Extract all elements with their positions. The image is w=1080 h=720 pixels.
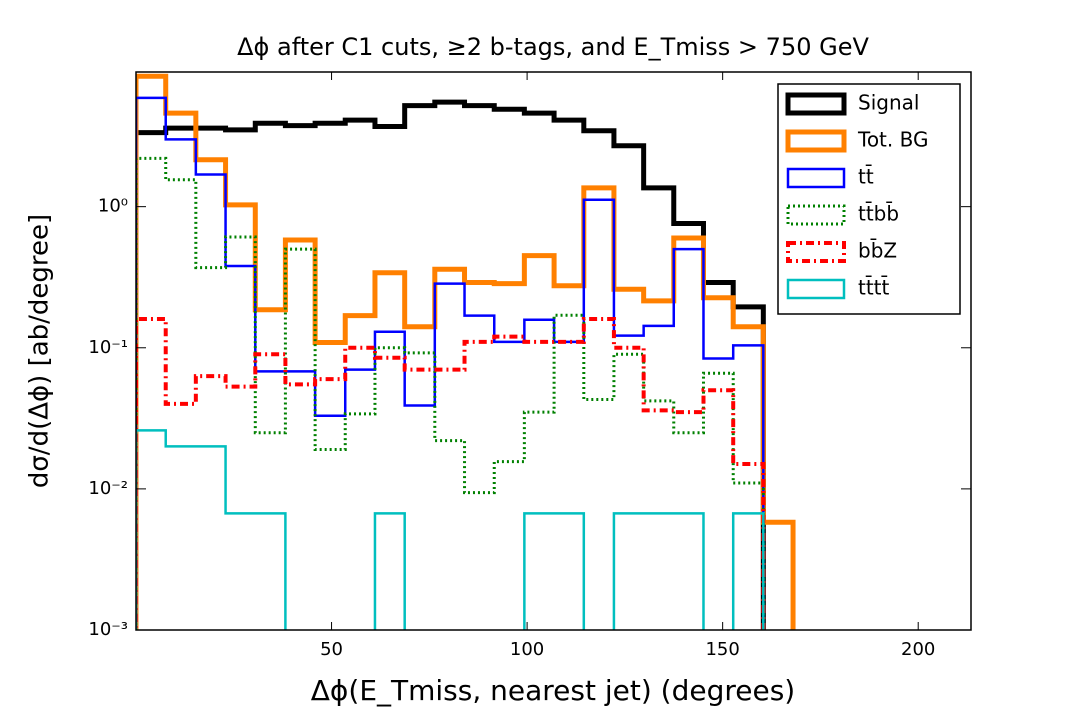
legend-swatch <box>786 167 846 189</box>
x-tick-label: 200 <box>901 639 935 660</box>
series-line <box>136 429 765 630</box>
chart-title: Δϕ after C1 cuts, ≥2 b-tags, and E_Tmiss… <box>237 33 869 61</box>
x-tick-label: 100 <box>510 639 544 660</box>
legend-label: Tot. BG <box>857 128 928 152</box>
x-axis-label: Δϕ(E_Tmiss, nearest jet) (degrees) <box>311 674 795 707</box>
legend-label: bb̄Z <box>858 238 897 263</box>
x-tick-label: 150 <box>705 639 739 660</box>
y-tick-label: 10⁻³ <box>88 619 128 640</box>
x-tick-label: 50 <box>320 639 343 660</box>
y-axis-label: dσ/d(Δϕ) [ab/degree] <box>25 214 55 488</box>
series-line <box>136 99 766 630</box>
legend-swatch <box>786 241 846 263</box>
y-tick-label: 10⁻¹ <box>88 337 128 358</box>
series-line <box>136 96 765 630</box>
series-line <box>136 73 796 630</box>
plot-area <box>136 73 796 630</box>
y-tick-label: 10⁰ <box>98 196 128 217</box>
legend-swatch <box>786 204 846 226</box>
legend-label: tt̄ <box>858 164 874 189</box>
legend-label: Signal <box>858 91 919 115</box>
legend-swatch <box>786 278 846 300</box>
legend-swatch <box>785 92 847 116</box>
series-line <box>136 316 766 630</box>
legend-box <box>777 83 961 315</box>
y-tick-label: 10⁻² <box>88 478 128 499</box>
plot-frame <box>135 71 972 631</box>
legend-label: tt̄bb̄ <box>858 201 899 226</box>
legend-label: tt̄tt̄ <box>858 275 890 300</box>
legend-swatch <box>785 129 847 153</box>
series-line <box>136 156 765 630</box>
